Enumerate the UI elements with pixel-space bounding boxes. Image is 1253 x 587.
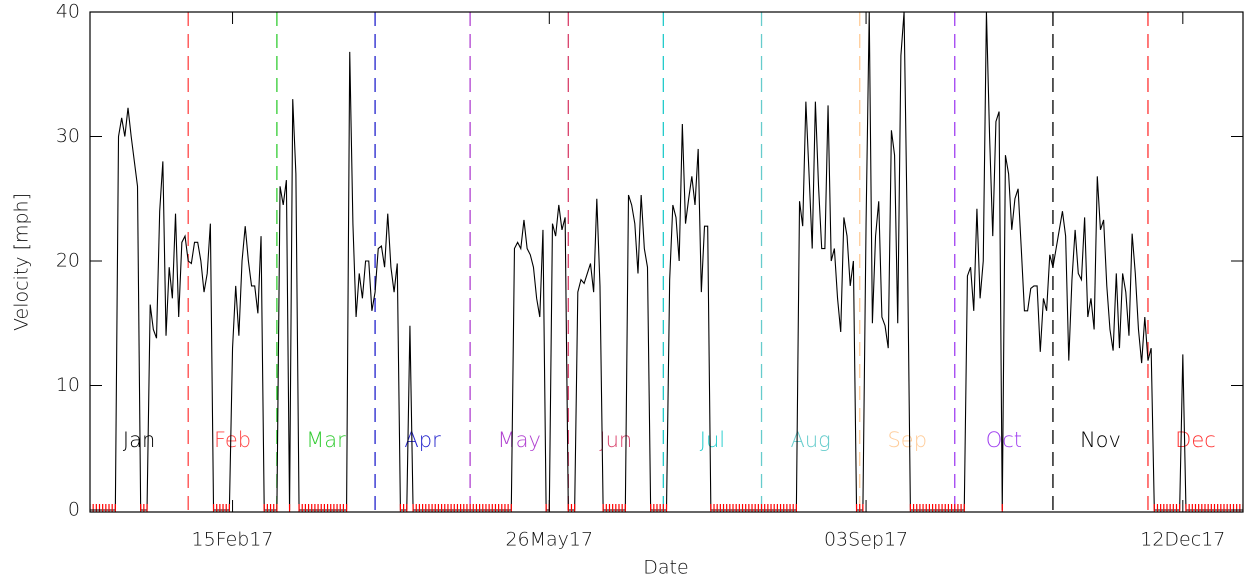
- y-tick-label: 0: [68, 499, 80, 521]
- month-label: Jun: [599, 428, 632, 452]
- month-label: Feb: [214, 428, 251, 452]
- month-label: Mar: [306, 428, 346, 452]
- month-label: Nov: [1080, 428, 1121, 452]
- y-axis-title: Velocity [mph]: [11, 193, 33, 331]
- month-label: Dec: [1175, 428, 1216, 452]
- y-tick-label: 10: [56, 374, 80, 396]
- y-tick-label: 40: [56, 1, 80, 23]
- y-tick-label: 20: [56, 250, 80, 272]
- y-tick-label: 30: [56, 125, 80, 147]
- month-label: Apr: [404, 428, 441, 452]
- velocity-line: [90, 12, 1243, 511]
- month-label: Jan: [123, 428, 155, 452]
- x-tick-label: 26May17: [505, 529, 593, 551]
- month-label: May: [497, 428, 540, 452]
- x-tick-label: 12Dec17: [1140, 529, 1225, 551]
- month-label: Oct: [986, 428, 1022, 452]
- x-tick-label: 15Feb17: [192, 529, 274, 551]
- plot-frame: [89, 11, 1244, 513]
- plot-area: Jan Feb Mar Apr May Jun Jul Aug Sep Oct Nov Dec: [90, 12, 1243, 512]
- x-tick-label: 03Sep17: [824, 529, 908, 551]
- month-label: Jul: [700, 428, 725, 452]
- x-axis-title: Date: [643, 557, 688, 579]
- month-label: Sep: [887, 428, 927, 452]
